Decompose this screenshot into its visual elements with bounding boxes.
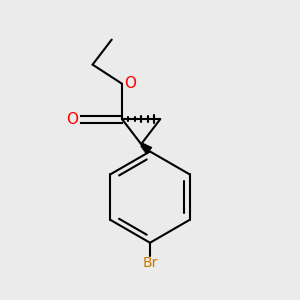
Text: O: O bbox=[67, 112, 79, 127]
Text: O: O bbox=[124, 76, 136, 91]
Text: Br: Br bbox=[142, 256, 158, 270]
